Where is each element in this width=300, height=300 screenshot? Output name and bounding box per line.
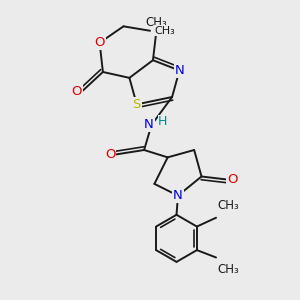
Text: O: O [72, 85, 82, 98]
Text: CH₃: CH₃ [145, 16, 167, 29]
Text: N: N [144, 118, 154, 131]
Text: O: O [95, 36, 105, 49]
Text: N: N [175, 64, 184, 77]
Text: S: S [133, 98, 141, 111]
Text: O: O [227, 173, 238, 186]
Text: CH₃: CH₃ [218, 263, 239, 276]
Text: CH₃: CH₃ [154, 26, 175, 36]
Text: H: H [158, 115, 167, 128]
Text: O: O [105, 148, 116, 161]
Text: N: N [173, 189, 183, 202]
Text: CH₃: CH₃ [218, 200, 239, 212]
